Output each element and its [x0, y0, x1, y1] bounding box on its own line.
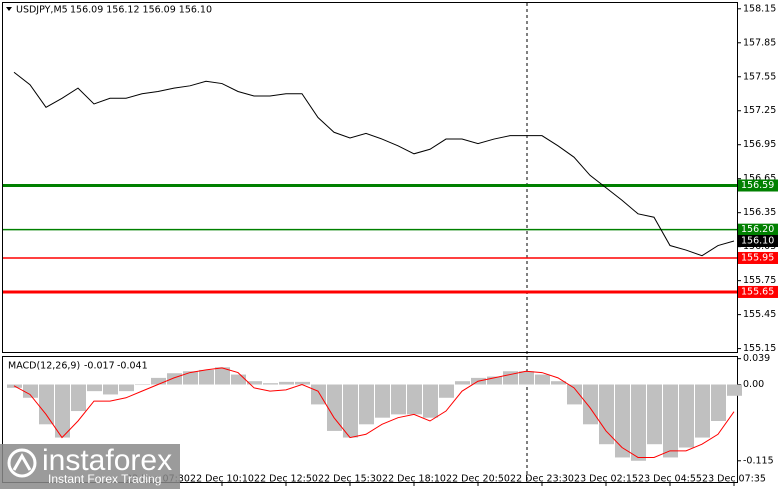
- y-tick-label: 155.15: [743, 343, 776, 354]
- y-tick-label: 157.25: [743, 105, 776, 116]
- histogram-bar: [55, 384, 70, 438]
- x-tick-label: 22 Dec 15:30: [318, 474, 382, 485]
- level-label: 156.59: [741, 180, 774, 191]
- x-tick-label: 22 Dec 18:10: [382, 474, 446, 485]
- y-tick-label: 157.85: [743, 37, 776, 48]
- y-tick-label: 0.00: [743, 379, 764, 390]
- macd-title: MACD(12,26,9): [8, 361, 80, 372]
- x-tick-label: 23 Dec 02:15: [574, 474, 638, 485]
- histogram-bar: [503, 371, 518, 385]
- histogram-bar: [711, 384, 726, 421]
- last-price-box: [738, 234, 778, 247]
- signal-line: [13, 367, 735, 458]
- histogram-bar: [103, 384, 118, 395]
- histogram-bar: [615, 384, 630, 458]
- level-label: 155.65: [741, 286, 774, 297]
- histogram-bar: [391, 384, 406, 415]
- histogram-bar: [663, 384, 678, 458]
- macd-panel-frame: [2, 356, 738, 483]
- histogram-bar: [199, 369, 214, 385]
- x-tick-label: 22 Dec 12:50: [254, 474, 318, 485]
- histogram-bar: [295, 381, 310, 385]
- histogram-bar: [727, 384, 742, 396]
- header-arrow: [6, 7, 12, 11]
- histogram-bar: [647, 384, 662, 445]
- watermark-icon: [7, 448, 37, 478]
- histogram-bar: [87, 384, 102, 392]
- histogram-bar: [423, 384, 438, 418]
- histogram-bar: [71, 384, 86, 412]
- watermark-brand: instaforex: [42, 444, 172, 477]
- histogram-bar: [567, 384, 582, 405]
- histogram-bar: [279, 381, 294, 385]
- histogram-bar: [119, 384, 134, 392]
- x-tick-label: 22 Dec 10:10: [190, 474, 254, 485]
- histogram-bar: [359, 384, 374, 425]
- histogram-bar: [519, 371, 534, 385]
- watermark-icon-mark: [12, 452, 32, 471]
- x-tick-label: 22 Dec 23:30: [510, 474, 574, 485]
- price-panel-frame: [2, 2, 738, 353]
- watermark-tagline: Instant Forex Trading: [48, 472, 161, 486]
- y-tick-label: 156.95: [743, 139, 776, 150]
- x-tick-label: 22 Dec 20:50: [446, 474, 510, 485]
- histogram-bar: [263, 383, 278, 385]
- histogram-bar: [695, 384, 710, 438]
- histogram-bar: [535, 374, 550, 385]
- histogram-bar: [151, 377, 166, 385]
- signal-value: -0.041: [117, 361, 148, 372]
- histogram-bar: [183, 371, 198, 385]
- histogram-bar: [215, 367, 230, 385]
- histogram-bar: [39, 384, 54, 425]
- level-label: 155.95: [741, 252, 774, 263]
- histogram-bar: [487, 376, 502, 385]
- x-tick-label: 23 Dec 07:35: [702, 474, 766, 485]
- histogram-bar: [343, 384, 358, 438]
- y-tick-label: 155.45: [743, 309, 776, 320]
- y-tick-label: -0.115: [743, 455, 774, 466]
- price-line: [13, 71, 735, 257]
- level-label-box: [738, 285, 778, 298]
- histogram-bar: [455, 381, 470, 385]
- last-price-label: 156.10: [741, 235, 774, 246]
- histogram-bar: [231, 374, 246, 385]
- y-tick-label: 157.55: [743, 71, 776, 82]
- y-tick-label: 156.65: [743, 173, 776, 184]
- macd-value: -0.017: [84, 361, 115, 372]
- histogram-bar: [439, 384, 454, 398]
- histogram-bar: [631, 384, 646, 461]
- level-label: 156.20: [741, 224, 774, 235]
- symbol-title: USDJPY,M5: [16, 5, 68, 16]
- level-label-box: [738, 251, 778, 264]
- x-tick-label: 23 Dec 04:55: [638, 474, 702, 485]
- histogram-bar: [599, 384, 614, 445]
- histogram-bar: [247, 381, 262, 385]
- histogram-bar: [167, 373, 182, 385]
- y-tick-label: 158.15: [743, 3, 776, 14]
- level-label-box: [738, 179, 778, 192]
- histogram-bar: [679, 384, 694, 448]
- level-label-box: [738, 223, 778, 236]
- y-tick-label: 0.039: [743, 353, 770, 364]
- histogram-bar: [551, 381, 566, 385]
- histogram-bar: [135, 384, 150, 386]
- histogram-bar: [23, 384, 38, 398]
- y-tick-label: 155.75: [743, 275, 776, 286]
- histogram-bar: [407, 384, 422, 415]
- histogram-bar: [583, 384, 598, 425]
- histogram-bar: [375, 384, 390, 418]
- y-tick-label: 156.35: [743, 207, 776, 218]
- histogram-bar: [327, 384, 342, 431]
- ohlc-values: 156.09 156.12 156.09 156.10: [70, 5, 212, 16]
